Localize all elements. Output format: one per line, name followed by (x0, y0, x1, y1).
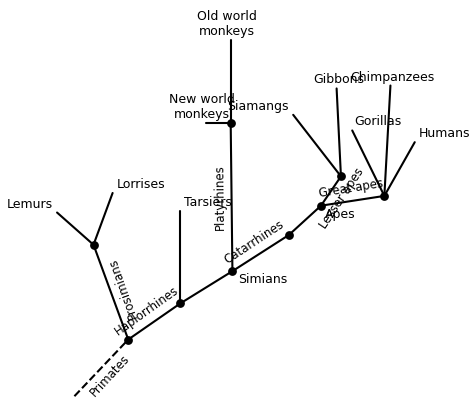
Text: Gorillas: Gorillas (354, 115, 401, 128)
Point (228, 268, 236, 274)
Point (176, 300, 184, 307)
Point (337, 173, 345, 180)
Text: New world
monkeys: New world monkeys (169, 93, 235, 121)
Text: Lorrises: Lorrises (117, 178, 165, 191)
Point (227, 119, 235, 126)
Text: Old world
monkeys: Old world monkeys (197, 9, 256, 38)
Text: Tarsiers: Tarsiers (184, 196, 232, 209)
Text: Great apes: Great apes (318, 177, 384, 200)
Text: Lesser apes: Lesser apes (317, 165, 366, 231)
Text: Apes: Apes (325, 208, 356, 221)
Text: Siamangs: Siamangs (228, 100, 289, 113)
Text: Haplorrhines: Haplorrhines (112, 284, 182, 339)
Text: Prosimians: Prosimians (106, 256, 140, 320)
Text: Primates: Primates (87, 352, 132, 399)
Point (285, 232, 292, 238)
Text: Platyrhines: Platyrhines (213, 164, 227, 230)
Text: Humans: Humans (419, 127, 470, 140)
Point (317, 202, 325, 209)
Point (125, 336, 132, 343)
Point (381, 193, 388, 199)
Text: Chimpanzees: Chimpanzees (350, 70, 435, 83)
Point (90, 241, 97, 248)
Text: Gibbons: Gibbons (313, 74, 364, 86)
Text: Simians: Simians (238, 273, 288, 286)
Text: Lemurs: Lemurs (7, 198, 53, 211)
Text: Catarrhines: Catarrhines (221, 218, 286, 267)
